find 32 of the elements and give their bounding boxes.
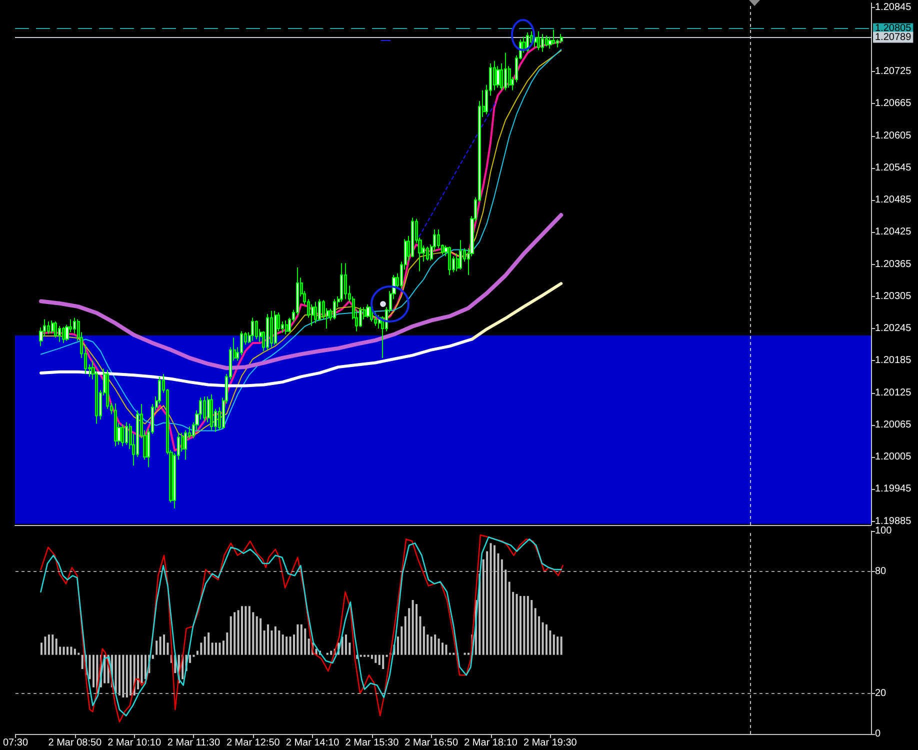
y-tick-label: 1.19945	[875, 484, 912, 495]
x-tick-label: 2 Mar 15:30	[345, 738, 400, 748]
x-tick-label: 2 Mar 12:50	[226, 738, 280, 748]
y-tick-label: 1.20185	[875, 355, 912, 366]
y-tick-label: 1.20725	[875, 66, 912, 78]
y-tick-label: 1.20305	[875, 290, 912, 302]
x-tick-label: 2 Mar 10:10	[108, 738, 162, 748]
x-tick-label: 2 Mar 19:30	[524, 738, 578, 748]
y-tick-label: 1.20545	[875, 162, 912, 174]
x-tick-label: 2 Mar 14:10	[286, 738, 340, 748]
y-tick-label: 1.20245	[875, 323, 912, 334]
x-tick-label: 07:30	[2, 738, 28, 748]
y-tick-label: 1.20605	[875, 130, 912, 142]
y-tick-label: 1.20005	[875, 452, 912, 463]
x-tick-label: 2 Mar 08:50	[48, 738, 102, 748]
y-tick-label: 1.20125	[875, 387, 912, 398]
y-tick-label: 1.20485	[875, 194, 912, 206]
y-tick-label: 20	[875, 688, 887, 699]
ref-line-label: 1.20789	[875, 32, 912, 43]
y-tick-label: 1.20665	[875, 98, 912, 110]
y-tick-label: 80	[875, 566, 887, 578]
x-tick-label: 2 Mar 11:30	[167, 738, 220, 748]
y-tick-label: 1.20845	[875, 2, 912, 13]
x-tick-label: 2 Mar 16:50	[404, 738, 458, 748]
y-tick-label: 1.20365	[875, 258, 912, 270]
y-tick-label: 100	[875, 526, 892, 536]
y-tick-label: 1.20425	[875, 226, 912, 238]
ref-line-label: 1.20805	[875, 23, 912, 34]
x-tick-label: 2 Mar 18:10	[464, 738, 518, 748]
y-tick-label: 1.20065	[875, 419, 912, 430]
y-tick-label: 0	[875, 728, 881, 740]
y-tick-label: 1.19885	[875, 516, 912, 527]
